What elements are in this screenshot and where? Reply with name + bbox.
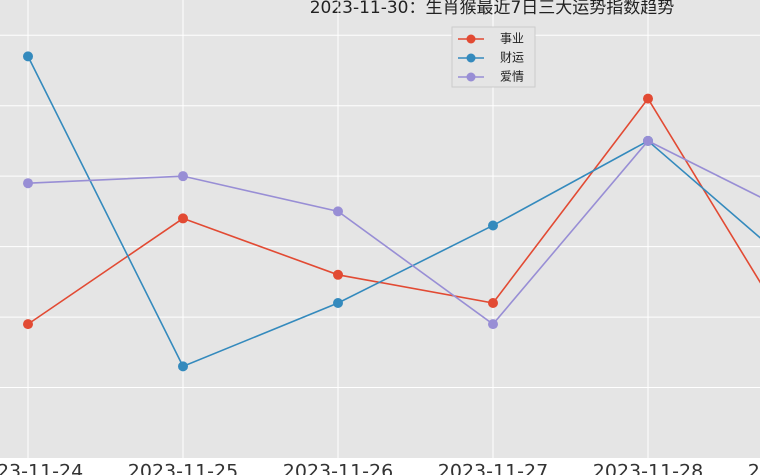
point — [178, 361, 188, 372]
point — [643, 93, 653, 104]
point — [333, 206, 343, 217]
legend-label: 爱情 — [500, 70, 524, 84]
point — [488, 297, 498, 308]
x-tick-label: 2023-11-24 — [0, 461, 83, 475]
series-line — [27, 139, 760, 326]
point — [488, 220, 498, 231]
x-tick-label: 2023-11-29 — [748, 461, 760, 475]
point — [333, 269, 343, 280]
point — [178, 171, 188, 182]
point — [23, 178, 33, 189]
point — [488, 319, 498, 330]
chart-title: 2023-11-30：生肖猴最近7日三大运势指数趋势 — [310, 0, 675, 18]
legend-label: 财运 — [500, 51, 524, 65]
point — [23, 319, 33, 330]
x-tick-label: 2023-11-25 — [128, 461, 238, 475]
x-tick-label: 2023-11-26 — [283, 461, 393, 475]
legend-label: 事业 — [500, 32, 524, 46]
legend-marker — [466, 53, 476, 63]
legend-marker — [466, 72, 476, 82]
point — [333, 297, 343, 308]
series-line — [27, 97, 760, 325]
series-line — [27, 56, 760, 368]
plot-area — [0, 0, 760, 458]
x-tick-label: 2023-11-27 — [438, 461, 548, 475]
legend-marker — [466, 34, 476, 44]
point — [643, 135, 653, 146]
point — [178, 213, 188, 224]
x-tick-label: 2023-11-28 — [593, 461, 703, 475]
point — [23, 51, 33, 62]
